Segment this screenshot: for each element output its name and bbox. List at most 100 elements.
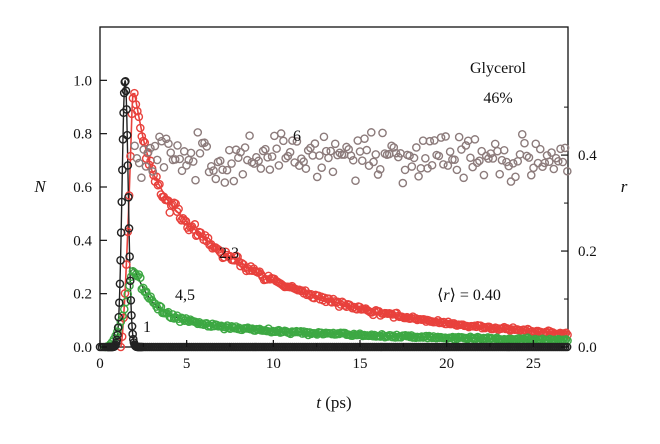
series-1-point xyxy=(127,311,136,320)
series-6-point xyxy=(236,147,245,157)
annotation-label-4-5: 4,5 xyxy=(175,287,195,304)
series-6-point xyxy=(355,147,365,156)
series-6-point xyxy=(405,151,414,161)
series-4-5-point xyxy=(155,301,164,311)
series-1-point xyxy=(112,335,122,345)
series-6-point xyxy=(254,156,263,166)
series-6-point xyxy=(315,151,324,160)
series-6-point xyxy=(256,164,266,173)
left-y-axis-label: N xyxy=(33,177,47,196)
series-6-point xyxy=(493,146,502,156)
series-2-3-point xyxy=(122,260,131,269)
series-1-point xyxy=(114,312,124,322)
series-6-point xyxy=(461,141,471,150)
series-6-point xyxy=(472,158,482,168)
series-6-point xyxy=(211,174,221,184)
series-6-point xyxy=(398,178,408,188)
series-6-point xyxy=(170,155,180,164)
series-6-point xyxy=(342,142,351,152)
series-1-point xyxy=(119,88,129,98)
series-6-point xyxy=(137,173,146,183)
annotation-mean-r: ⟨r⟩ = 0.40 xyxy=(437,287,501,304)
series-6-point xyxy=(234,153,243,163)
series-1-point xyxy=(118,165,127,175)
series-6-point xyxy=(222,165,232,175)
series-6-point xyxy=(301,164,311,173)
x-tick-label: 0 xyxy=(96,356,104,372)
series-6-point xyxy=(310,139,320,148)
annotation-concentration: 46% xyxy=(483,90,512,107)
series-6-point xyxy=(425,136,435,146)
series-1-point xyxy=(115,298,124,308)
series-1-point xyxy=(125,252,134,261)
series-6-point xyxy=(520,138,529,148)
series-6-point xyxy=(231,145,241,155)
series-6-point xyxy=(549,164,559,174)
series-6-point xyxy=(132,153,142,163)
series-6-point xyxy=(274,161,284,170)
series-2-3-point xyxy=(133,106,142,116)
series-6-point xyxy=(141,162,151,171)
series-6-point xyxy=(407,162,417,171)
series-6-point xyxy=(281,153,290,163)
series-6-point xyxy=(529,163,538,173)
series-6-point xyxy=(511,172,520,182)
series-6-point xyxy=(177,166,187,176)
series-6-point xyxy=(150,141,160,151)
series-6-point xyxy=(191,175,200,185)
series-6-point xyxy=(312,172,322,182)
series-6-point xyxy=(317,163,326,172)
series-6-point xyxy=(560,143,570,153)
series-1-point xyxy=(126,296,136,305)
series-6-point xyxy=(378,128,387,138)
series-1-point xyxy=(123,161,133,170)
series-1-point xyxy=(124,193,133,202)
series-6-point xyxy=(457,145,466,154)
series-6-point xyxy=(218,165,227,174)
series-6-point xyxy=(130,141,139,151)
right-y-tick-label: 0.0 xyxy=(578,340,597,356)
series-6-point xyxy=(470,135,480,144)
series-6-point xyxy=(279,136,288,146)
series-6-point xyxy=(159,163,169,172)
series-6-point xyxy=(553,156,563,166)
series-6-point xyxy=(369,157,378,167)
series-6-point xyxy=(285,147,295,157)
series-4-5-point xyxy=(125,281,134,291)
series-6-point xyxy=(209,166,218,175)
series-6-point xyxy=(245,131,254,140)
x-axis-ticks: 0 5 10 15 20 25 xyxy=(96,340,541,372)
series-6-point xyxy=(490,139,500,149)
left-y-tick-label: 0.2 xyxy=(73,287,92,303)
series-1-point xyxy=(138,342,147,352)
series-6-point xyxy=(164,139,173,149)
left-y-tick-label: 0.8 xyxy=(73,127,92,143)
series-6-point xyxy=(452,165,462,175)
series-6-point xyxy=(427,160,437,170)
series-6-point xyxy=(148,167,157,176)
series-2-3-point xyxy=(177,215,186,225)
x-tick-label: 5 xyxy=(183,356,191,372)
mean-r-suffix: ⟩ = 0.40 xyxy=(450,287,501,304)
series-2-3-point xyxy=(180,215,189,225)
series-6-point xyxy=(188,157,198,166)
series-1-point xyxy=(124,224,134,233)
series-6-point xyxy=(362,145,372,155)
series-1-point xyxy=(122,130,132,140)
series-6-point xyxy=(238,169,248,179)
series-1-point xyxy=(121,86,131,96)
series-6-point xyxy=(202,142,212,151)
series-6-point xyxy=(175,154,185,164)
series-6-point xyxy=(272,144,281,153)
series-6-point xyxy=(306,143,315,153)
series-6-point xyxy=(292,137,302,146)
series-6-point xyxy=(179,147,189,156)
series-6-point xyxy=(265,165,275,174)
series-6-point xyxy=(421,154,430,163)
series-6-point xyxy=(206,162,216,171)
series-6-point xyxy=(563,166,572,176)
left-y-tick-label: 0.0 xyxy=(73,340,92,356)
series-2-3-point xyxy=(155,179,164,189)
series-1-point xyxy=(122,105,131,114)
x-tick-label: 10 xyxy=(266,356,281,372)
